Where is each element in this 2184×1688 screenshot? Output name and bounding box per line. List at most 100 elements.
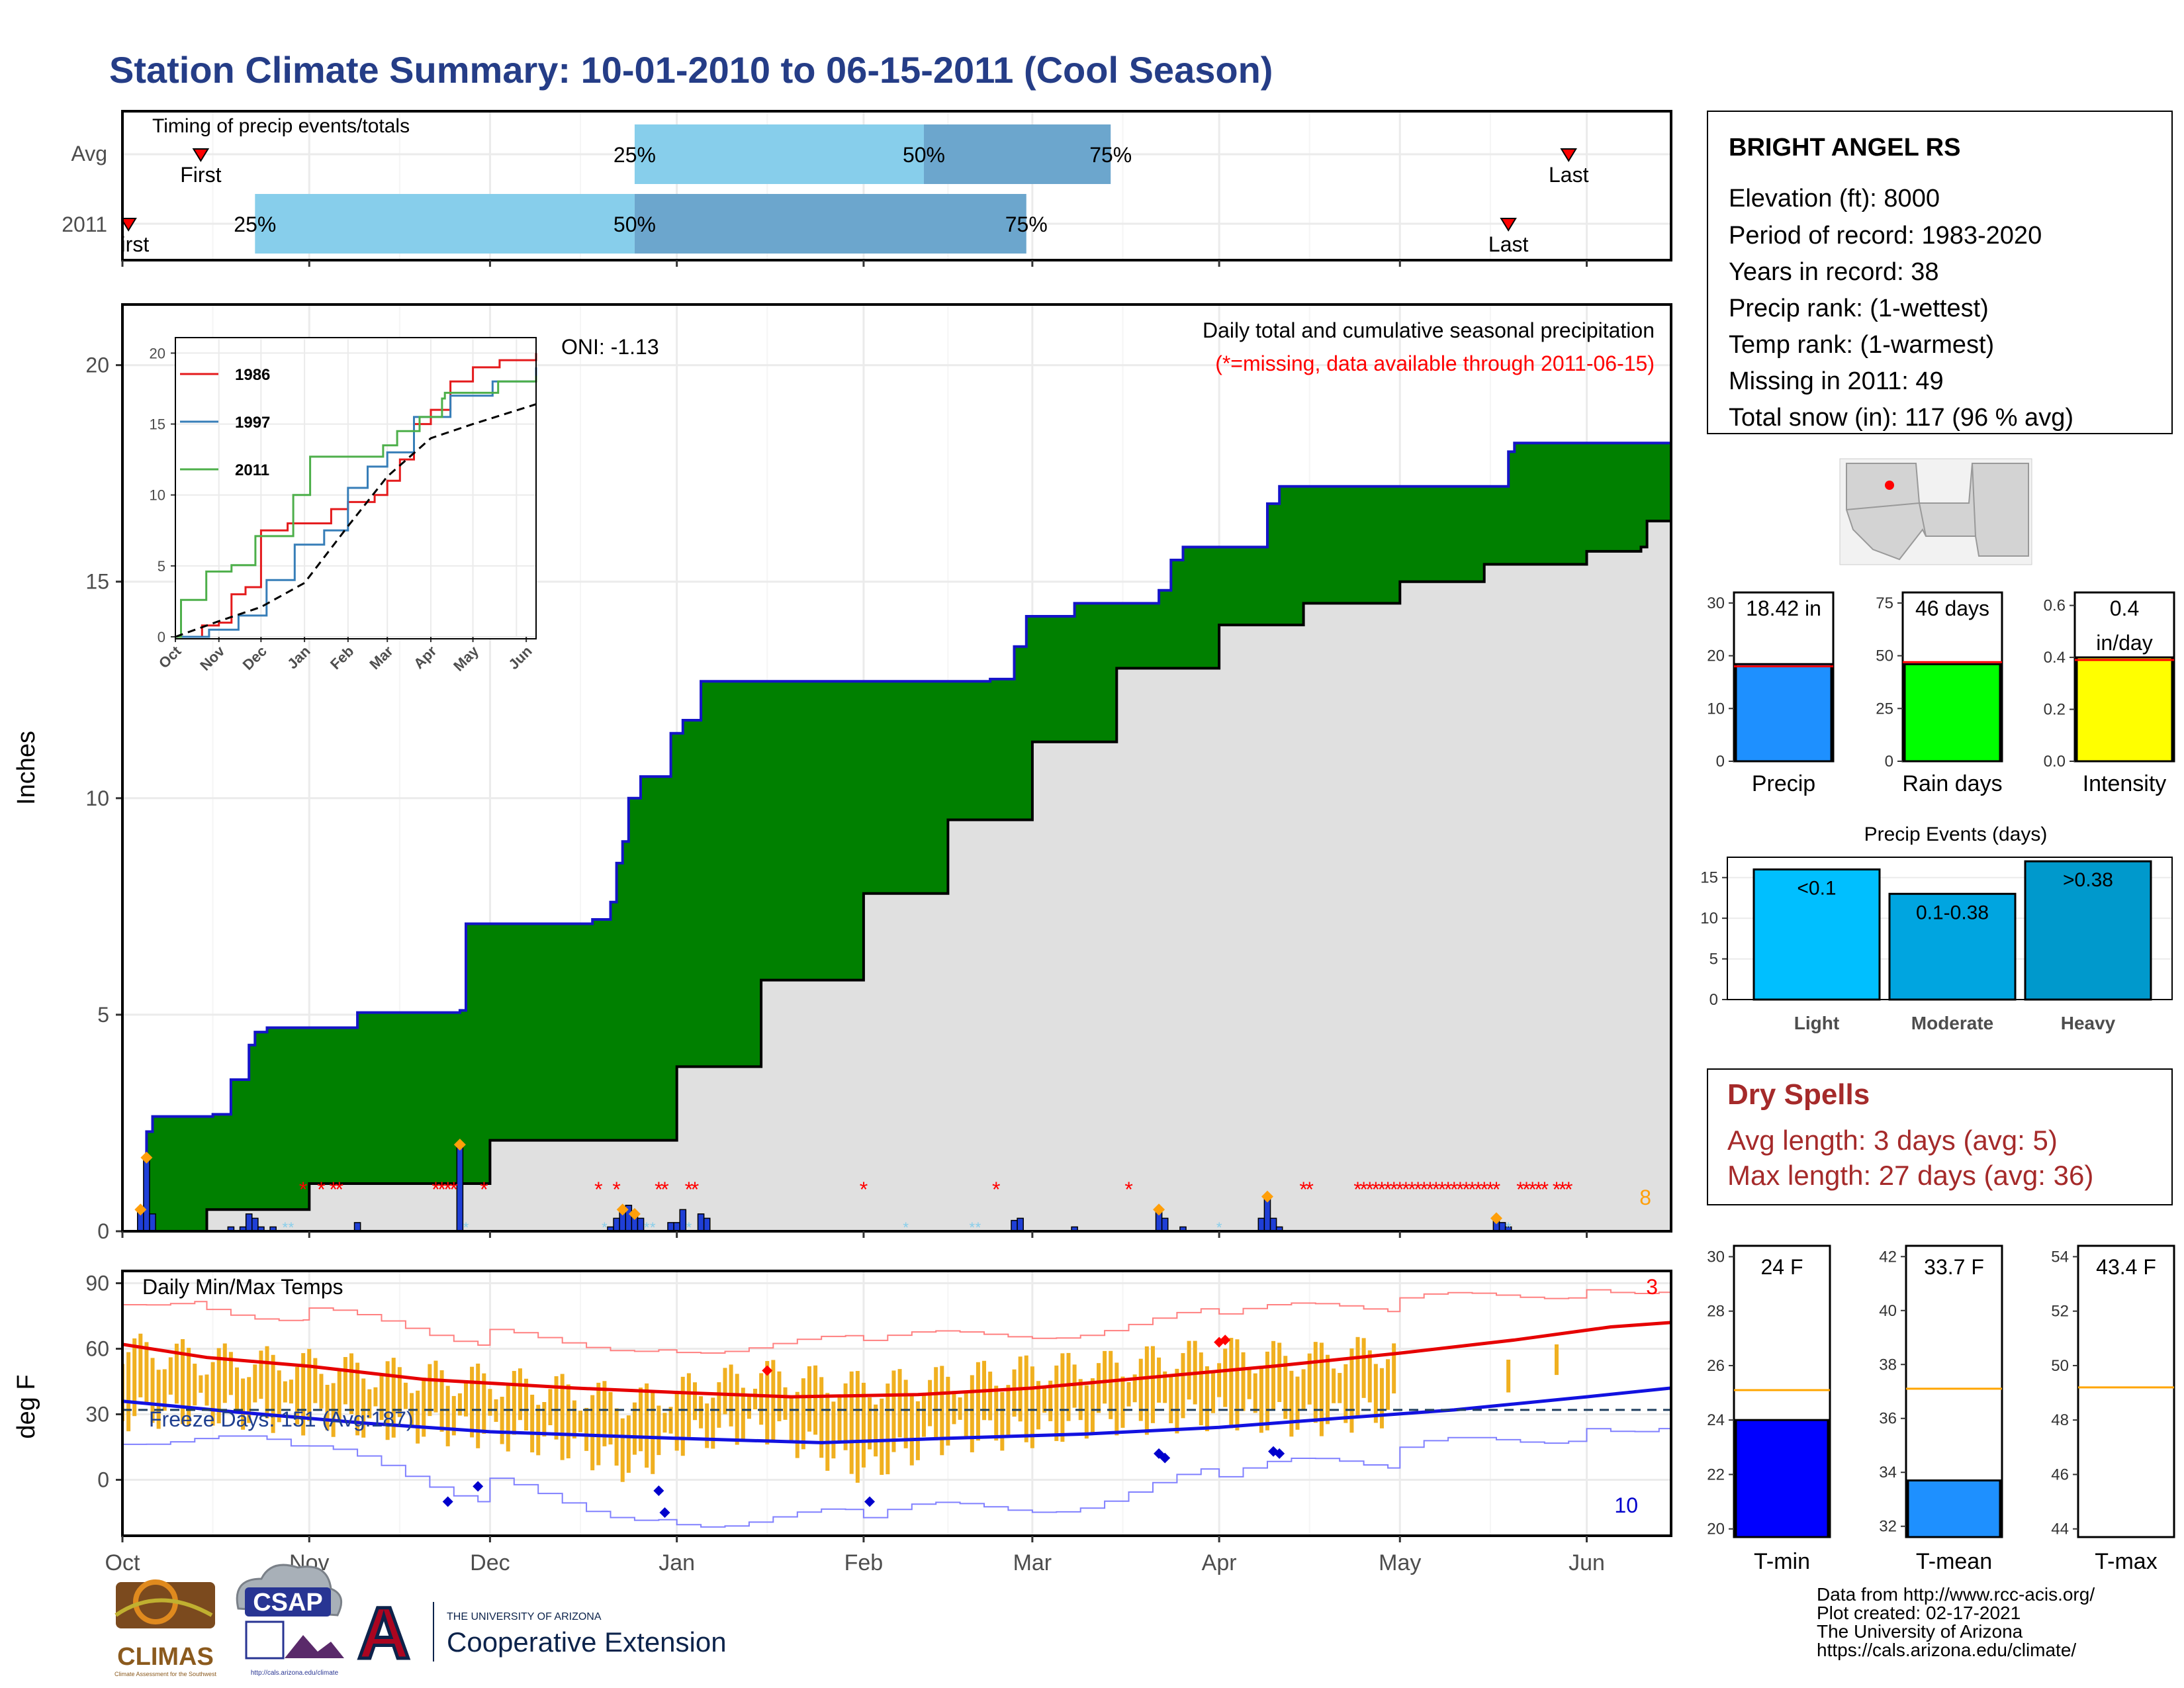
daily-temp-range-bar xyxy=(451,1395,456,1436)
daily-temp-range-bar xyxy=(385,1361,390,1440)
temp-summary-ytick-label: 20 xyxy=(1707,1521,1725,1538)
daily-temp-range-bar xyxy=(1090,1378,1095,1435)
daily-temp-range-bar xyxy=(295,1366,300,1425)
precip-title: Daily total and cumulative seasonal prec… xyxy=(1203,318,1655,342)
daily-temp-range-bar xyxy=(590,1395,595,1471)
inset-legend-label: 1986 xyxy=(235,366,270,384)
temp-summary-bar-t-mean xyxy=(1907,1479,2001,1538)
daily-temp-range-bar xyxy=(247,1377,251,1423)
daily-temp-range-bar xyxy=(608,1391,613,1445)
daily-temp-range-bar xyxy=(403,1382,408,1409)
dry-spells-avg: Avg length: 3 days (avg: 5) xyxy=(1727,1125,2058,1156)
footer-line1: Data from http://www.rcc-acis.org/ xyxy=(1817,1584,2095,1605)
summary-bar-ytick-label: 0.2 xyxy=(2044,701,2066,719)
event-bar-moderate xyxy=(1888,892,2017,1001)
ua-name: THE UNIVERSITY OF ARIZONA xyxy=(447,1611,602,1622)
daily-temp-range-bar xyxy=(470,1366,475,1438)
daily-temp-range-bar xyxy=(1024,1355,1028,1442)
missing-day-marker: * xyxy=(1384,1178,1392,1201)
month-label: May xyxy=(1379,1550,1421,1575)
daily-precip-bar xyxy=(1257,1217,1265,1232)
temp-summary-ytick-label: 24 xyxy=(1707,1411,1725,1429)
temp-summary-ytick-label: 38 xyxy=(1879,1356,1897,1374)
missing-day-marker: * xyxy=(336,1178,343,1201)
daily-temp-range-bar xyxy=(144,1342,149,1402)
missing-day-marker: * xyxy=(1420,1178,1428,1201)
inset-series-line-2011 xyxy=(175,375,537,638)
missing-day-marker: * xyxy=(437,1178,445,1201)
missing-day-marker: * xyxy=(1124,1178,1132,1201)
dry-spells-max: Max length: 27 days (avg: 36) xyxy=(1727,1160,2093,1191)
trace-snow-mark: * xyxy=(289,1219,295,1236)
missing-day-marker: * xyxy=(450,1178,458,1201)
temp-summary-ytick-label: 54 xyxy=(2051,1248,2069,1266)
daily-temp-range-bar xyxy=(723,1368,727,1415)
daily-temp-range-bar xyxy=(1078,1379,1083,1421)
daily-temp-range-bar xyxy=(1277,1342,1282,1402)
last-event-marker xyxy=(1500,218,1517,232)
inset-ytick-label: 10 xyxy=(150,487,165,504)
record-low-marker xyxy=(1160,1452,1171,1464)
daily-temp-range-bar xyxy=(909,1394,914,1466)
daily-temp-range-bar xyxy=(994,1385,999,1441)
missing-day-marker: * xyxy=(655,1178,662,1201)
daily-temp-range-bar xyxy=(319,1374,324,1409)
month-label: Jun xyxy=(1569,1550,1605,1575)
summary-bar-ytick-label: 10 xyxy=(1707,700,1725,718)
daily-temp-range-bar xyxy=(518,1368,522,1421)
missing-day-marker: * xyxy=(1372,1178,1380,1201)
temp-summary-bar-t-min xyxy=(1735,1419,1829,1538)
daily-temp-range-bar xyxy=(988,1372,993,1421)
daily-temp-range-bar xyxy=(1126,1382,1131,1407)
daily-temp-range-bar xyxy=(463,1380,468,1417)
daily-temp-range-bar xyxy=(210,1362,215,1426)
snow-event-marker xyxy=(1261,1190,1273,1203)
temp-summary-value-label: 43.4 F xyxy=(2096,1255,2156,1279)
missing-day-marker: * xyxy=(1492,1178,1500,1201)
precip-ytick-label: 20 xyxy=(85,353,109,377)
first-event-marker xyxy=(122,218,137,232)
daily-temp-range-bar xyxy=(958,1397,962,1420)
daily-temp-range-bar xyxy=(524,1378,529,1431)
daily-temp-range-bar xyxy=(1066,1352,1071,1421)
daily-temp-range-bar xyxy=(199,1375,203,1393)
inset-series-line-1986 xyxy=(175,353,537,638)
summary-bar-category-label: Precip xyxy=(1752,771,1815,796)
daily-temp-range-bar xyxy=(289,1380,293,1404)
daily-temp-range-bar xyxy=(759,1373,764,1425)
missing-day-marker: * xyxy=(860,1178,868,1201)
trace-snow-mark: * xyxy=(283,1219,289,1236)
missing-day-marker: * xyxy=(1402,1178,1410,1201)
missing-day-marker: * xyxy=(1414,1178,1422,1201)
daily-temp-range-bar xyxy=(566,1384,570,1459)
missing-day-marker: * xyxy=(1559,1178,1567,1201)
temp-summary-ytick-label: 34 xyxy=(1879,1464,1897,1481)
trace-snow-mark: * xyxy=(970,1219,976,1236)
temp-summary-ytick-label: 26 xyxy=(1707,1357,1725,1375)
trace-snow-mark: * xyxy=(644,1219,650,1236)
daily-temp-range-bar xyxy=(789,1396,794,1442)
daily-temp-range-bar xyxy=(976,1362,980,1441)
missing-day-marker: * xyxy=(299,1178,307,1201)
daily-temp-range-bar xyxy=(560,1374,565,1460)
summary-bar-ytick-label: 75 xyxy=(1876,594,1893,612)
daily-temp-range-bar xyxy=(512,1371,516,1435)
daily-precip-bar xyxy=(679,1209,687,1232)
daily-temp-range-bar xyxy=(457,1393,462,1416)
daily-temp-range-bar xyxy=(807,1366,811,1432)
daily-temp-range-bar xyxy=(361,1378,366,1438)
daily-precip-bar xyxy=(1269,1217,1277,1232)
daily-temp-range-bar xyxy=(1349,1348,1354,1433)
daily-temp-range-bar xyxy=(530,1394,535,1453)
daily-temp-range-bar xyxy=(1506,1360,1511,1393)
daily-temp-range-bar xyxy=(349,1353,353,1415)
daily-temp-range-bar xyxy=(596,1382,601,1466)
station-precip-rank: Precip rank: (1-wettest) xyxy=(1729,295,1989,322)
daily-temp-range-bar xyxy=(771,1360,776,1440)
daily-temp-range-bar xyxy=(874,1404,878,1457)
daily-temp-range-bar xyxy=(265,1346,269,1419)
daily-temp-range-bar xyxy=(1555,1344,1559,1376)
snow-event-marker xyxy=(628,1207,641,1220)
daily-temp-range-bar xyxy=(1120,1376,1125,1428)
average-precip-area xyxy=(122,521,1671,1231)
